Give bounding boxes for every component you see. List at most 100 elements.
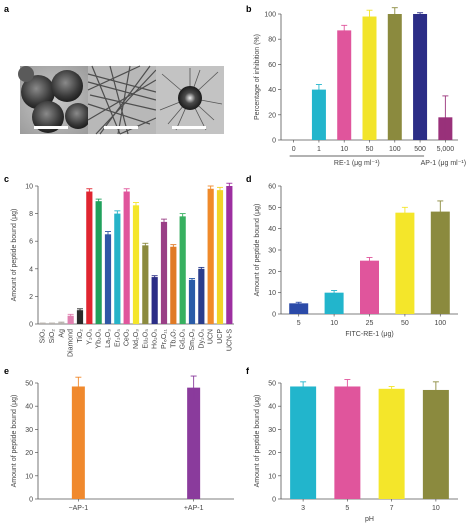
- y-tick-label: 20: [268, 112, 276, 119]
- y-axis-title: Percentage of inhibition (%): [254, 34, 261, 120]
- y-tick-label: 20: [268, 269, 276, 276]
- bar: [39, 323, 46, 324]
- y-tick-label: 10: [25, 473, 33, 480]
- y-tick-label: 0: [272, 312, 276, 319]
- x-tick-label: UCP: [217, 329, 224, 344]
- y-tick-label: 20: [268, 450, 276, 457]
- panel-label-d: d: [246, 174, 252, 184]
- bar: [187, 387, 201, 499]
- y-tick-label: 60: [268, 62, 276, 69]
- bar: [422, 389, 449, 499]
- x-tick-label: UCN: [208, 329, 215, 344]
- panel-label-f: f: [246, 366, 250, 376]
- bar: [395, 212, 415, 314]
- tem-image-nanoparticles: [18, 66, 91, 134]
- y-tick-label: 10: [25, 184, 33, 191]
- y-tick-label: 50: [25, 381, 33, 388]
- group-label-re1: RE-1 (μg ml⁻¹): [334, 160, 380, 167]
- x-axis-title: FITC-RE-1 (μg): [345, 331, 393, 338]
- y-tick-label: 4: [29, 266, 33, 273]
- x-tick-label: Y₂O₃: [86, 329, 93, 345]
- y-tick-label: 50: [268, 381, 276, 388]
- x-tick-label: La₂O₃: [105, 329, 112, 348]
- bar: [378, 388, 405, 499]
- y-tick-label: 50: [268, 205, 276, 212]
- y-tick-label: 30: [25, 427, 33, 434]
- bar: [71, 386, 85, 499]
- bar: [95, 201, 102, 324]
- y-tick-label: 10: [268, 290, 276, 297]
- x-tick-label: CeO₂: [124, 329, 131, 346]
- panel-label-e: e: [4, 366, 9, 376]
- x-tick-label: Diamond: [68, 329, 75, 357]
- panel-label-b: b: [246, 4, 252, 14]
- y-tick-label: 10: [268, 473, 276, 480]
- scale-bar: [34, 126, 68, 129]
- bar: [226, 186, 233, 324]
- bar: [123, 191, 130, 324]
- panel-label-c: c: [4, 174, 9, 184]
- y-tick-label: 0: [272, 138, 276, 145]
- x-tick-label: 7: [390, 505, 394, 512]
- x-tick-label: Gd₂O₃: [180, 329, 187, 350]
- x-axis-title: pH: [365, 516, 374, 523]
- y-axis-title: Amount of peptide bound (μg): [254, 204, 261, 297]
- x-tick-label: 5: [345, 505, 349, 512]
- bar: [188, 279, 196, 324]
- x-tick-label: Ag: [58, 329, 65, 338]
- y-tick-label: 40: [25, 404, 33, 411]
- bar: [387, 14, 402, 140]
- bar: [362, 16, 377, 140]
- x-tick-label: 5: [297, 320, 301, 327]
- y-tick-label: 20: [25, 450, 33, 457]
- x-tick-label: Tb₄O₇: [170, 328, 177, 347]
- y-tick-label: 40: [268, 404, 276, 411]
- bar: [48, 323, 56, 324]
- x-tick-label: TiO₂: [77, 329, 84, 343]
- x-tick-label: 3: [301, 505, 305, 512]
- x-tick-label: 1: [317, 146, 321, 153]
- bar: [76, 310, 84, 324]
- tem-image-urchin-particle: [156, 66, 224, 134]
- x-tick-label: SiO₂: [40, 329, 47, 344]
- y-tick-label: 80: [268, 37, 276, 44]
- y-tick-label: 0: [29, 497, 33, 504]
- y-tick-label: 6: [29, 239, 33, 246]
- bar: [337, 30, 352, 141]
- y-axis-title: Amount of peptide bound (μg): [254, 395, 261, 488]
- y-tick-label: 0: [29, 322, 33, 329]
- group-label-ap1: AP-1 (μg ml⁻¹): [421, 160, 466, 167]
- scale-bar: [172, 126, 206, 129]
- y-tick-label: 0: [272, 497, 276, 504]
- y-tick-label: 30: [268, 248, 276, 255]
- bar: [207, 188, 214, 324]
- chart-binding-ap1: 0 10 20 30 40 50 Amount of peptide bound (μg) −…: [11, 375, 234, 512]
- tem-image-nanorods: [87, 65, 157, 135]
- x-tick-label: Nd₂O₃: [133, 329, 140, 349]
- x-tick-label: 50: [366, 146, 374, 153]
- bar: [198, 268, 205, 324]
- chart-binding-ph: 0 10 20 30 40 50 Amount of peptide bound (μg) 3…: [254, 379, 458, 523]
- chart-binding-fitc-re1: 0 10 20 30 40 50 60 Amount of peptide bound (μg…: [254, 184, 458, 338]
- x-tick-label: Pr₆O₁₁: [161, 328, 168, 349]
- x-tick-label: 100: [389, 146, 401, 153]
- bar: [170, 246, 177, 324]
- x-tick-label: 100: [434, 320, 446, 327]
- bar: [67, 315, 74, 324]
- bar: [360, 260, 379, 314]
- x-tick-label: Dy₂O₃: [198, 329, 205, 349]
- y-tick-label: 100: [264, 12, 276, 19]
- x-tick-label: 25: [366, 320, 374, 327]
- y-tick-label: 30: [268, 427, 276, 434]
- bar: [334, 386, 361, 499]
- bar: [132, 205, 140, 324]
- x-tick-label: 50: [401, 320, 409, 327]
- panel-label-a: a: [4, 4, 10, 14]
- y-tick-label: 8: [29, 211, 33, 218]
- x-tick-label: Eu₂O₃: [142, 329, 149, 349]
- y-tick-label: 40: [268, 226, 276, 233]
- bar: [430, 211, 450, 314]
